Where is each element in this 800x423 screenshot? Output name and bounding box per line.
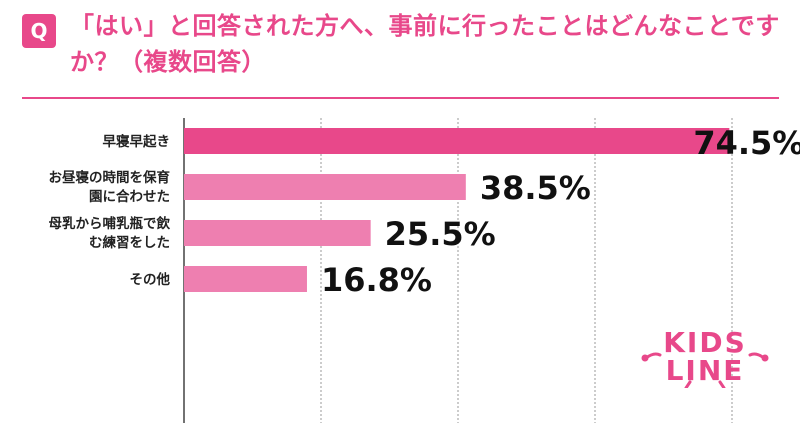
bars [184, 128, 730, 292]
logo-line1: KIDS [663, 326, 747, 359]
question-badge: Q [22, 14, 56, 48]
category-label: その他 [130, 271, 171, 288]
value-label: 74.5% [693, 124, 800, 162]
question-title: 「はい」と回答された方へ、事前に行ったことはどんなことですか？（複数回答） [70, 12, 780, 76]
category-label: お昼寝の時間を保育園に合わせた [49, 169, 171, 205]
bar [184, 128, 730, 154]
logo-line2: LINE [666, 354, 745, 387]
bar [184, 220, 371, 246]
value-label: 16.8% [321, 261, 432, 299]
header-divider [22, 97, 779, 99]
bar [184, 174, 466, 200]
category-label: 早寝早起き [103, 133, 171, 150]
value-label: 38.5% [480, 169, 591, 207]
gridlines [320, 118, 733, 423]
kidsline-logo: KIDS LINE [641, 326, 769, 388]
bar [184, 266, 307, 292]
category-label: 母乳から哺乳瓶で飲む練習をした [49, 215, 171, 251]
value-label: 25.5% [385, 215, 496, 253]
value-labels: 74.5% 38.5% 25.5% 16.8% [321, 124, 800, 299]
